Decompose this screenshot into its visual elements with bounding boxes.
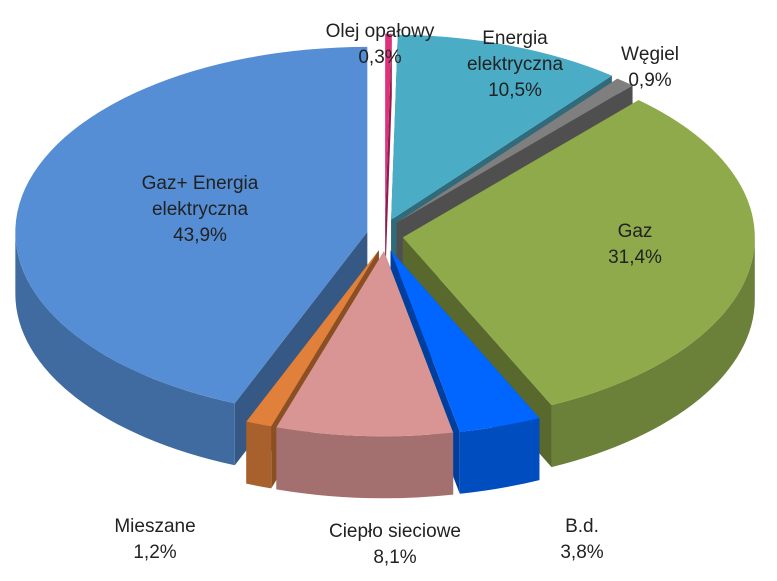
slice bbox=[246, 250, 379, 427]
slice-label: Gaz+ Energia elektryczna 43,9% bbox=[125, 171, 275, 249]
slice bbox=[276, 251, 454, 437]
category-name: Energia elektryczna bbox=[466, 28, 564, 75]
slice-wall bbox=[246, 421, 272, 489]
slice bbox=[391, 34, 612, 220]
slice bbox=[390, 250, 540, 432]
value-label: 8,1% bbox=[373, 547, 417, 568]
value-label: 43,9% bbox=[173, 225, 227, 246]
slice-wall bbox=[276, 427, 454, 499]
value-label: 0,3% bbox=[358, 47, 402, 68]
slice bbox=[385, 33, 392, 219]
slice-label: Mieszane 1,2% bbox=[70, 514, 240, 566]
value-label: 31,4% bbox=[608, 247, 662, 268]
slice bbox=[15, 46, 368, 404]
slice-label: B.d. 3,8% bbox=[497, 514, 667, 566]
slice-side bbox=[385, 33, 392, 281]
slice-wall bbox=[459, 418, 540, 494]
category-name: Mieszane bbox=[114, 516, 196, 537]
category-name: Gaz+ Energia elektryczna bbox=[141, 173, 259, 220]
category-name: Gaz bbox=[617, 221, 653, 242]
category-name: Olej opałowy bbox=[325, 21, 435, 42]
slice-label: Ciepło sieciowe 8,1% bbox=[310, 519, 480, 571]
slice bbox=[396, 78, 633, 223]
slice-wall bbox=[15, 231, 235, 466]
slice-label: Węgiel 0,9% bbox=[565, 42, 735, 94]
slice-label: Energia elektryczna 10,5% bbox=[440, 26, 590, 104]
value-label: 10,5% bbox=[488, 80, 542, 101]
slice-label: Olej opałowy 0,3% bbox=[295, 19, 465, 71]
category-name: Węgiel bbox=[620, 44, 680, 65]
slice-wall bbox=[551, 237, 755, 468]
category-name: B.d. bbox=[565, 516, 599, 537]
slice bbox=[402, 100, 755, 406]
value-label: 3,8% bbox=[560, 542, 604, 563]
category-name: Ciepło sieciowe bbox=[328, 521, 461, 542]
value-label: 0,9% bbox=[628, 70, 672, 91]
slice-label: Gaz 31,4% bbox=[550, 219, 720, 271]
value-label: 1,2% bbox=[133, 542, 177, 563]
